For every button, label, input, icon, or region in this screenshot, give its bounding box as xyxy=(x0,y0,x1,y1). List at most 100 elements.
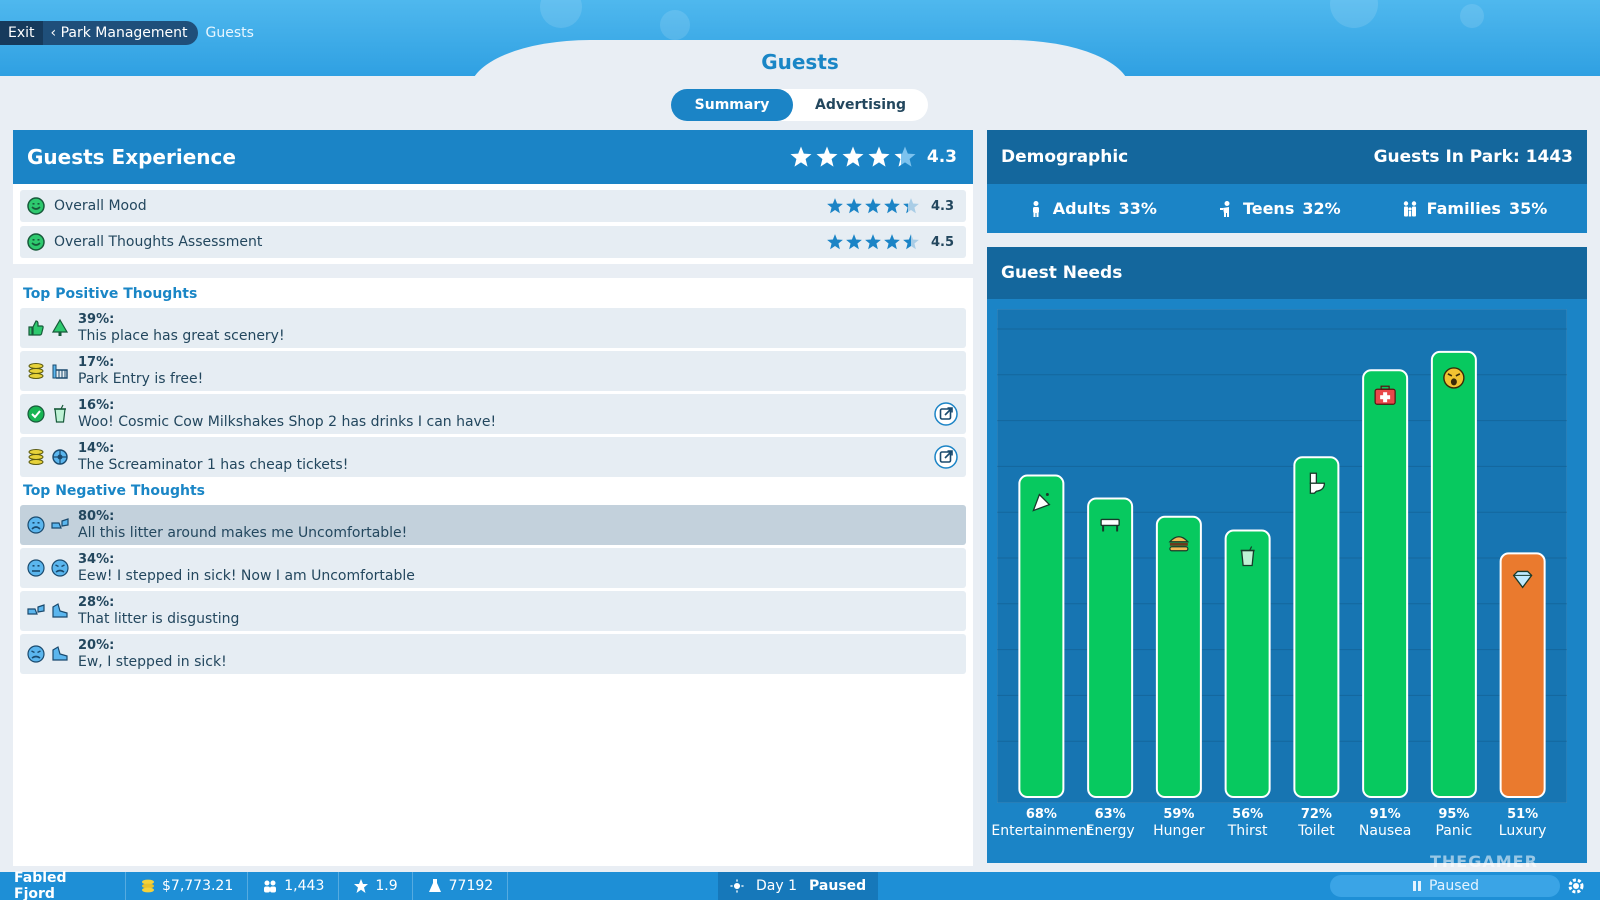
bar-category-label: Toilet xyxy=(1298,823,1335,839)
thought-description: Eew! I stepped in sick! Now I am Uncomfo… xyxy=(78,568,415,584)
breadcrumb: Exit ‹ Park Management Guests xyxy=(0,21,254,45)
bar-hunger[interactable] xyxy=(1155,515,1202,798)
rating-segment[interactable]: 1.9 xyxy=(339,872,413,900)
research-segment[interactable]: 77192 xyxy=(413,872,509,900)
adult-icon xyxy=(1032,200,1039,217)
bar-label-toilet: 72% Toilet xyxy=(1266,807,1366,839)
bar-luxury[interactable] xyxy=(1499,552,1546,798)
bar-category-label: Energy xyxy=(1085,823,1135,839)
money-segment[interactable]: $7,773.21 xyxy=(126,872,249,900)
thought-icons xyxy=(26,558,78,578)
page-title: Guests xyxy=(761,50,839,74)
guests-segment[interactable]: 1,443 xyxy=(248,872,340,900)
thought-description: This place has great scenery! xyxy=(78,328,285,344)
families-label: Families xyxy=(1426,199,1501,218)
demographic-adults: Adults 33% xyxy=(1027,199,1157,218)
exit-button[interactable]: Exit xyxy=(0,21,43,45)
day-label: Day 1 xyxy=(756,878,798,894)
thought-row[interactable]: 16%: Woo! Cosmic Cow Milkshakes Shop 2 ha… xyxy=(20,394,966,434)
thought-row[interactable]: 34%: Eew! I stepped in sick! Now I am Unc… xyxy=(20,548,966,588)
litter-icon xyxy=(51,518,69,529)
star-icon xyxy=(884,198,900,214)
day-segment: Day 1 Paused xyxy=(718,872,879,900)
litter-icon xyxy=(27,604,45,615)
star-icon xyxy=(827,198,843,214)
bar-category-label: Thirst xyxy=(1227,823,1268,839)
thought-icons xyxy=(26,601,78,621)
back-to-park-management-button[interactable]: ‹ Park Management xyxy=(42,21,198,45)
thought-percent: 14%: xyxy=(78,441,115,456)
bar-thirst[interactable] xyxy=(1224,529,1271,799)
thought-text: 16%: Woo! Cosmic Cow Milkshakes Shop 2 ha… xyxy=(78,398,934,430)
adults-value: 33% xyxy=(1118,199,1157,218)
pause-icon xyxy=(1412,881,1421,891)
thought-icons xyxy=(26,318,78,338)
negative-thoughts-heading: Top Negative Thoughts xyxy=(23,483,205,499)
star-icon xyxy=(354,879,369,893)
star-icon xyxy=(842,146,864,167)
star-icon xyxy=(894,146,916,167)
guest-needs-labels: 68% Entertainment 63% Energy 59% Hunger 56% Thi… xyxy=(987,807,1587,847)
thought-percent: 34%: xyxy=(78,552,115,567)
bar-label-luxury: 51% Luxury xyxy=(1473,807,1573,839)
thoughts-list: Top Positive Thoughts 39%: This place has… xyxy=(13,278,973,866)
decor-bubble xyxy=(1330,0,1378,28)
bar-toilet[interactable] xyxy=(1293,456,1340,799)
thought-description: Woo! Cosmic Cow Milkshakes Shop 2 has dr… xyxy=(78,414,497,430)
bar-value-label: 59% xyxy=(1163,807,1195,822)
bar-panic[interactable] xyxy=(1430,350,1477,799)
bar-label-nausea: 91% Nausea xyxy=(1335,807,1435,839)
thought-percent: 17%: xyxy=(78,355,115,370)
bar-nausea[interactable] xyxy=(1362,369,1409,798)
bar-value-label: 68% xyxy=(1025,807,1057,822)
sun-icon xyxy=(730,879,744,893)
open-location-icon[interactable] xyxy=(934,402,958,426)
thought-percent: 80%: xyxy=(78,509,115,524)
coins-icon xyxy=(28,363,44,379)
thought-row[interactable]: 20%: Ew, I stepped in sick! xyxy=(20,634,966,674)
thought-row[interactable]: 17%: Park Entry is free! xyxy=(20,351,966,391)
bar-label-energy: 63% Energy xyxy=(1060,807,1160,839)
thought-row[interactable]: 28%: That litter is disgusting xyxy=(20,591,966,631)
bar-entertainment[interactable] xyxy=(1018,474,1065,798)
decor-bubble xyxy=(1460,4,1484,28)
teens-label: Teens xyxy=(1242,199,1295,218)
thought-row[interactable]: 80%: All this litter around makes me Unco… xyxy=(20,505,966,545)
bar-label-hunger: 59% Hunger xyxy=(1129,807,1229,839)
thought-text: 80%: All this litter around makes me Unco… xyxy=(78,509,960,541)
overall-thoughts-row: Overall Thoughts Assessment 4.5 xyxy=(20,226,966,258)
happy-face-icon xyxy=(27,233,45,251)
tab-summary[interactable]: Summary xyxy=(671,89,793,121)
family-icon xyxy=(1403,200,1416,216)
thought-icons xyxy=(26,515,78,535)
sick-face-icon xyxy=(51,559,69,577)
watermark: THEGAMER xyxy=(1430,852,1538,871)
open-location-icon[interactable] xyxy=(934,445,958,469)
positive-thoughts-heading: Top Positive Thoughts xyxy=(23,286,198,302)
park-name-segment[interactable]: Fabled Fjord xyxy=(0,870,126,900)
star-icon xyxy=(903,234,919,250)
thought-row[interactable]: 14%: The Screaminator 1 has cheap tickets… xyxy=(20,437,966,477)
tab-advertising[interactable]: Advertising xyxy=(815,97,906,113)
shoe-icon xyxy=(52,603,68,618)
bar-energy[interactable] xyxy=(1087,497,1134,799)
bar-label-entertainment: 68% Entertainment xyxy=(991,807,1092,839)
demographic-header: Demographic Guests In Park: 1443 xyxy=(987,130,1587,184)
experience-body: Overall Mood 4.3 Overall Thoughts Assess… xyxy=(13,184,973,264)
flask-icon xyxy=(428,879,441,892)
sad-face-icon xyxy=(27,516,45,534)
thought-description: All this litter around makes me Uncomfor… xyxy=(78,525,408,541)
guest-needs-chart xyxy=(997,309,1567,803)
cup-icon xyxy=(54,404,66,423)
thought-text: 34%: Eew! I stepped in sick! Now I am Unc… xyxy=(78,552,960,584)
pause-label: Paused xyxy=(1428,878,1480,894)
thought-text: 39%: This place has great scenery! xyxy=(78,312,960,344)
checkmark-icon xyxy=(27,405,45,423)
guests-value: 1,443 xyxy=(284,878,325,894)
thought-row[interactable]: 39%: This place has great scenery! xyxy=(20,308,966,348)
positive-thoughts: 39%: This place has great scenery! 17%: Par… xyxy=(20,308,966,477)
settings-gear-icon[interactable] xyxy=(1566,876,1586,896)
star-icon xyxy=(816,146,838,167)
thought-text: 28%: That litter is disgusting xyxy=(78,595,960,627)
pause-button[interactable]: Paused xyxy=(1330,875,1560,897)
